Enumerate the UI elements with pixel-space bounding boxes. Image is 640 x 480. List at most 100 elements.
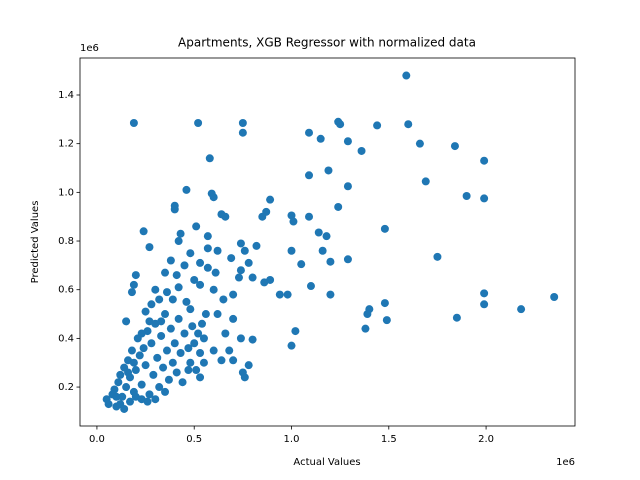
point: [196, 258, 205, 267]
point: [182, 297, 191, 306]
point: [196, 280, 205, 289]
point: [373, 121, 382, 130]
x-tick-label: 0.5: [186, 434, 202, 445]
point: [343, 182, 352, 191]
point: [151, 395, 160, 404]
point: [275, 290, 284, 299]
point: [305, 128, 314, 137]
point: [122, 383, 131, 392]
point: [248, 335, 257, 344]
chart-title: Apartments, XGB Regressor with normalize…: [178, 36, 476, 50]
point: [203, 244, 212, 253]
point: [343, 137, 352, 146]
point: [157, 331, 166, 340]
point: [550, 293, 559, 302]
point: [137, 380, 146, 389]
point: [192, 222, 201, 231]
point: [480, 300, 489, 309]
point: [199, 334, 208, 343]
point: [192, 366, 201, 375]
x-offset-label: 1e6: [556, 457, 575, 468]
point: [178, 378, 187, 387]
x-tick-label: 1.0: [284, 434, 300, 445]
point: [124, 368, 133, 377]
y-tick-label: 0.4: [58, 333, 74, 344]
point: [194, 118, 203, 127]
point: [209, 193, 218, 202]
point: [127, 346, 136, 355]
y-tick-label: 0.8: [58, 236, 74, 247]
point: [287, 211, 296, 220]
point: [229, 290, 238, 299]
point: [221, 212, 230, 221]
point: [262, 207, 271, 216]
point: [289, 217, 298, 226]
point: [161, 310, 170, 319]
point: [266, 195, 275, 204]
point: [129, 358, 138, 367]
point: [316, 134, 325, 143]
point: [147, 339, 156, 348]
point: [131, 271, 140, 280]
point: [164, 375, 173, 384]
point: [203, 263, 212, 272]
point: [363, 310, 372, 319]
point: [166, 256, 175, 265]
point: [213, 246, 222, 255]
point: [199, 358, 208, 367]
point: [172, 271, 181, 280]
point: [433, 252, 442, 261]
point: [161, 268, 170, 277]
point: [112, 392, 121, 401]
point: [172, 368, 181, 377]
point: [287, 341, 296, 350]
point: [291, 327, 300, 336]
point: [145, 243, 154, 252]
point: [462, 192, 471, 200]
point: [361, 324, 370, 333]
point: [147, 300, 156, 309]
point: [203, 232, 212, 241]
point: [236, 334, 245, 343]
point: [326, 290, 335, 299]
point: [283, 290, 292, 299]
point: [452, 313, 461, 322]
point: [380, 224, 389, 233]
point: [129, 118, 138, 127]
point: [184, 366, 193, 375]
x-tick-label: 2.0: [478, 434, 494, 445]
point: [229, 314, 238, 323]
point: [196, 373, 205, 382]
point: [421, 177, 430, 186]
point: [415, 139, 424, 148]
point: [240, 373, 249, 382]
point: [168, 358, 177, 367]
point: [318, 246, 327, 255]
point: [162, 288, 171, 297]
y-axis-label: Predicted Values: [30, 201, 41, 284]
point: [244, 361, 253, 370]
point: [122, 317, 131, 326]
point: [238, 118, 247, 127]
point: [118, 392, 127, 401]
point: [126, 397, 135, 406]
point: [343, 255, 352, 264]
point: [197, 319, 206, 328]
point: [322, 232, 331, 241]
point: [135, 351, 144, 360]
point: [186, 249, 195, 258]
point: [176, 229, 185, 238]
point: [151, 285, 160, 294]
point: [517, 305, 526, 314]
point: [201, 310, 210, 319]
point: [104, 400, 113, 409]
point: [205, 154, 214, 163]
point: [194, 329, 203, 338]
point: [145, 390, 154, 399]
point: [305, 171, 314, 180]
point: [221, 329, 230, 338]
point: [174, 283, 183, 292]
y-tick-label: 0.6: [58, 285, 74, 296]
